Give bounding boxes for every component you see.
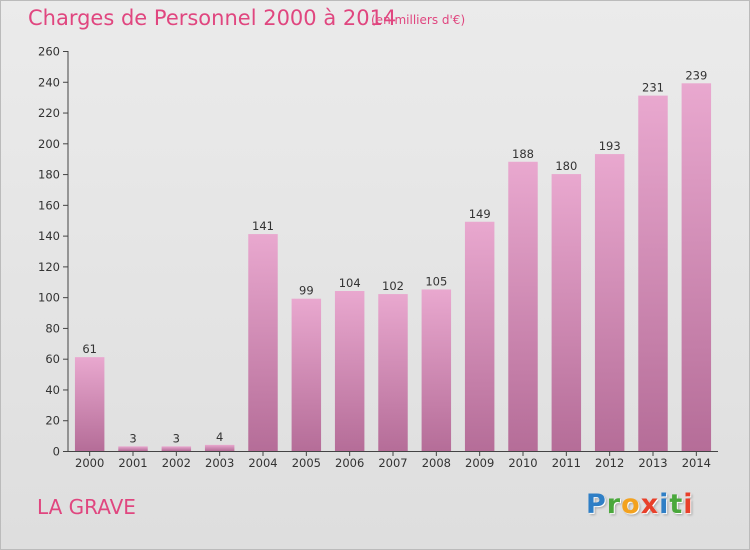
y-tick-label: 0 <box>53 445 60 459</box>
x-tick-label: 2014 <box>682 456 711 470</box>
data-label: 141 <box>252 219 274 233</box>
y-tick-label: 160 <box>38 198 60 212</box>
data-label: 102 <box>382 279 404 293</box>
x-tick-label: 2013 <box>638 456 667 470</box>
x-tick-label: 2010 <box>508 456 537 470</box>
bar <box>681 83 712 452</box>
bar <box>464 221 495 451</box>
x-tick-label: 2000 <box>75 456 104 470</box>
bars: 61 3 3 4 141 99 104 102 105 149 188 180 193 231 239 <box>74 68 712 452</box>
x-tick-label: 2005 <box>292 456 321 470</box>
bar <box>421 289 452 451</box>
x-tick-label: 2007 <box>378 456 407 470</box>
data-label: 193 <box>599 139 621 153</box>
x-tick-label: 2011 <box>552 456 581 470</box>
x-tick-label: 2009 <box>465 456 494 470</box>
x-tick-label: 2008 <box>422 456 451 470</box>
bar <box>204 444 235 451</box>
data-label: 3 <box>129 431 136 445</box>
y-tick-label: 200 <box>38 137 60 151</box>
data-label: 149 <box>469 207 491 221</box>
x-tick-label: 2012 <box>595 456 624 470</box>
y-tick-label: 80 <box>45 321 60 335</box>
data-label: 61 <box>82 342 97 356</box>
data-label: 3 <box>173 431 180 445</box>
data-label: 104 <box>339 276 361 290</box>
x-axis: 2000 2001 2002 2003 2004 2005 2006 2007 2008 2009… <box>68 451 718 470</box>
chart-subtitle: (en milliers d'€) <box>371 13 466 27</box>
proxiti-logo: Proxiti <box>586 489 694 520</box>
y-tick-label: 100 <box>38 291 60 305</box>
x-tick-label: 2003 <box>205 456 234 470</box>
y-tick-label: 40 <box>45 383 60 397</box>
data-label: 105 <box>425 274 447 288</box>
data-label: 180 <box>555 159 577 173</box>
bar <box>638 95 668 451</box>
location-label: LA GRAVE <box>37 495 136 519</box>
y-axis: 0 20 40 60 80 100 120 140 160 180 200 220 240 260 <box>38 45 69 459</box>
x-tick-label: 2002 <box>162 456 191 470</box>
y-tick-label: 60 <box>45 352 60 366</box>
bar <box>291 298 322 451</box>
bar <box>378 294 408 451</box>
y-tick-label: 260 <box>38 45 60 59</box>
y-tick-label: 20 <box>45 414 60 428</box>
y-tick-label: 180 <box>38 168 60 182</box>
bar <box>334 291 365 451</box>
y-tick-label: 220 <box>38 106 60 120</box>
x-tick-label: 2001 <box>118 456 147 470</box>
x-tick-label: 2006 <box>335 456 364 470</box>
bar <box>118 446 148 451</box>
bar <box>74 357 105 451</box>
data-label: 188 <box>512 147 534 161</box>
data-label: 231 <box>642 81 664 95</box>
bar <box>551 174 582 452</box>
y-tick-label: 140 <box>38 229 60 243</box>
y-tick-label: 240 <box>38 75 60 89</box>
x-tick-label: 2004 <box>248 456 277 470</box>
bar <box>508 161 538 451</box>
y-tick-label: 120 <box>38 260 60 274</box>
chart-title: Charges de Personnel 2000 à 2014 <box>28 6 397 30</box>
bar <box>594 154 625 452</box>
data-label: 99 <box>299 284 314 298</box>
bar <box>161 446 192 451</box>
data-label: 4 <box>216 430 223 444</box>
data-label: 239 <box>685 68 707 82</box>
bar <box>248 234 278 451</box>
